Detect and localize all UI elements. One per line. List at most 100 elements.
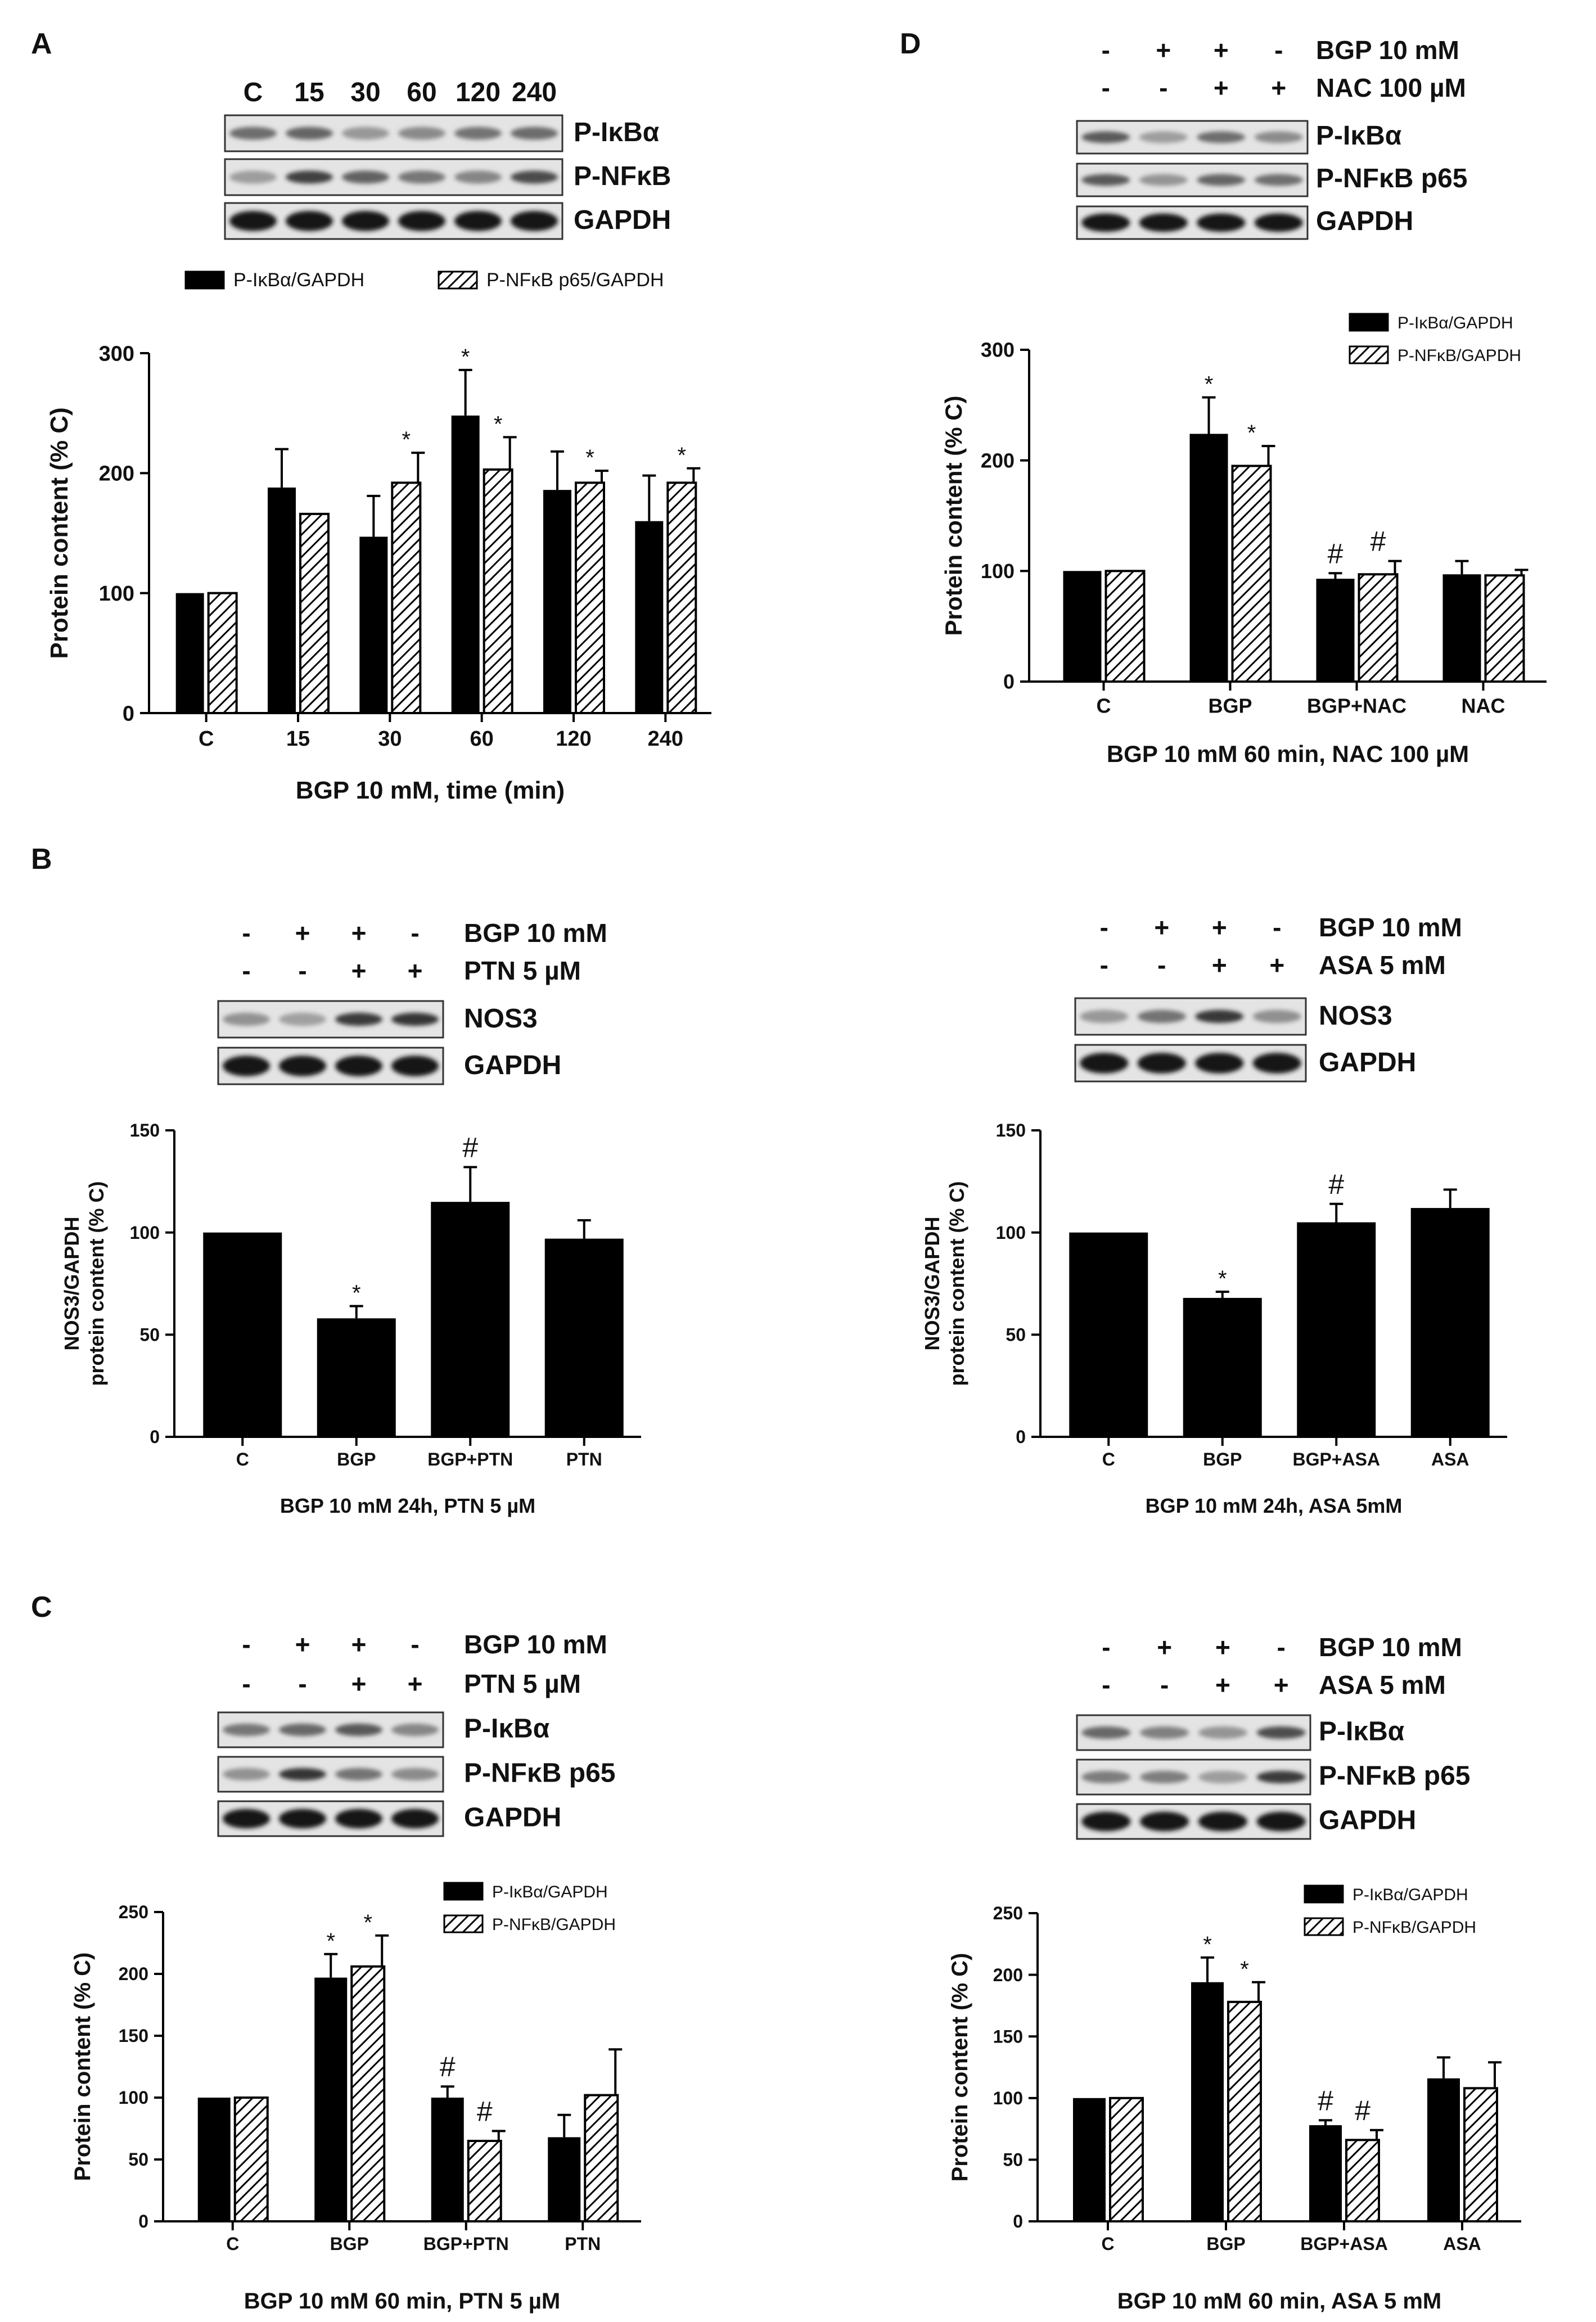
- condition-sign: +: [1214, 73, 1229, 102]
- significance-mark: #: [1318, 2085, 1333, 2116]
- blot-band: [1197, 131, 1246, 143]
- blot-row-label: GAPDH: [464, 1050, 561, 1080]
- y-tick-label: 0: [1016, 1427, 1026, 1447]
- blot-band: [335, 1768, 382, 1781]
- blot-band: [279, 1056, 326, 1076]
- blot-band: [286, 127, 333, 140]
- blot-band: [1254, 174, 1303, 186]
- bar-solid: [1427, 2078, 1460, 2221]
- y-tick-label: 200: [119, 1964, 148, 1984]
- y-axis-label-2: protein content (% C): [945, 1182, 968, 1386]
- condition-label: BGP 10 mM: [1319, 1633, 1462, 1662]
- x-tick-label: BGP+ASA: [1300, 2234, 1388, 2254]
- blot-band: [335, 1723, 382, 1737]
- condition-label: PTN 5 µM: [464, 1669, 581, 1698]
- blot-band: [1254, 131, 1303, 143]
- blot-band: [1140, 1726, 1189, 1739]
- condition-sign: -: [1102, 1670, 1110, 1699]
- blot-band: [1080, 1053, 1129, 1074]
- bar-solid: [1297, 1222, 1376, 1437]
- x-tick-label: NAC: [1462, 695, 1505, 718]
- significance-mark: #: [1370, 526, 1386, 557]
- legend-swatch: [1349, 313, 1389, 332]
- significance-mark: #: [1328, 538, 1343, 569]
- blot-lane-label: 120: [456, 78, 501, 107]
- significance-mark: *: [678, 443, 687, 468]
- x-tick-label: 120: [556, 727, 591, 751]
- bar-solid: [359, 536, 388, 713]
- bar-hatched: [1463, 2087, 1498, 2222]
- bar-solid: [431, 2098, 464, 2221]
- blot-lane-label: 15: [294, 78, 324, 107]
- blot-band: [279, 1768, 326, 1781]
- x-tick-label: C: [226, 2234, 239, 2254]
- legend-swatch: [438, 270, 478, 290]
- bar-hatched: [1109, 2096, 1144, 2223]
- y-tick-label: 250: [993, 1903, 1023, 1923]
- blot-band: [286, 170, 333, 184]
- blot-band: [1198, 1770, 1247, 1784]
- y-tick-label: 100: [993, 2088, 1023, 2108]
- blot-band: [398, 211, 445, 231]
- significance-mark: *: [326, 1929, 335, 1954]
- blot-row-label: GAPDH: [1319, 1806, 1416, 1836]
- blot-row-label: P-NFκB: [574, 161, 671, 191]
- x-tick-label: PTN: [566, 1449, 602, 1469]
- significance-mark: *: [1205, 372, 1214, 397]
- blot-band: [229, 211, 277, 231]
- bar-hatched: [350, 1965, 386, 2223]
- bar-solid: [1069, 1232, 1148, 1437]
- condition-sign: +: [1156, 35, 1171, 65]
- blot-band: [335, 1056, 382, 1076]
- blot-band: [1139, 174, 1188, 186]
- condition-sign: +: [1154, 913, 1169, 942]
- blot-lane-label: 30: [350, 78, 380, 107]
- blot-band: [511, 170, 558, 184]
- x-tick-label: BGP: [1203, 1449, 1242, 1469]
- condition-label: PTN 5 µM: [464, 956, 581, 985]
- blot-band: [511, 211, 558, 231]
- blot-row-label: NOS3: [1319, 1001, 1392, 1031]
- y-tick-label: 50: [128, 2149, 148, 2170]
- bar-hatched: [207, 592, 238, 714]
- condition-sign: -: [1100, 913, 1108, 942]
- condition-sign: -: [1159, 73, 1167, 102]
- blot-band: [342, 211, 389, 231]
- y-tick-label: 50: [1003, 2150, 1023, 2170]
- y-tick-label: 0: [1003, 670, 1015, 693]
- x-axis-label: BGP 10 mM, time (min): [296, 777, 565, 804]
- y-tick-label: 150: [996, 1120, 1026, 1140]
- condition-label: ASA 5 mM: [1319, 950, 1446, 980]
- y-tick-label: 200: [99, 462, 134, 486]
- legend-label: P-NFκB/GAPDH: [492, 1915, 616, 1934]
- blot-band: [1197, 213, 1246, 232]
- legend-label: P-IκBα/GAPDH: [1397, 314, 1513, 332]
- significance-mark: *: [585, 445, 594, 470]
- condition-sign: +: [1157, 1633, 1172, 1662]
- x-tick-label: 60: [470, 727, 494, 751]
- blot-lane-label: 240: [512, 78, 557, 107]
- blot-band: [1252, 1009, 1301, 1024]
- bar-solid: [268, 487, 296, 713]
- condition-sign: -: [1274, 35, 1283, 65]
- condition-sign: -: [1273, 913, 1281, 942]
- condition-sign: +: [1212, 913, 1227, 942]
- blot-band: [1080, 1009, 1129, 1024]
- bar-hatched: [575, 481, 605, 715]
- y-axis-label: NOS3/GAPDH: [921, 1216, 944, 1350]
- blot-band: [1195, 1009, 1244, 1024]
- x-tick-label: BGP+ASA: [1292, 1449, 1380, 1469]
- bar-solid: [1410, 1208, 1490, 1437]
- bar-solid: [1073, 2098, 1106, 2221]
- x-tick-label: PTN: [565, 2234, 601, 2254]
- condition-sign: +: [1269, 950, 1284, 980]
- y-tick-label: 200: [993, 1965, 1023, 1985]
- y-axis-label: Protein content (% C): [940, 396, 967, 636]
- legend-label: P-NFκB/GAPDH: [1352, 1918, 1476, 1937]
- x-tick-label: BGP+PTN: [423, 2234, 509, 2254]
- panel-c-left: - + + - BGP 10 mM - - + + PTN 5 µM P-IκBα P-NFκB p6…: [70, 1630, 641, 2314]
- condition-sign: +: [295, 918, 310, 948]
- bar-solid: [1183, 1297, 1262, 1437]
- bar-hatched: [467, 2140, 502, 2222]
